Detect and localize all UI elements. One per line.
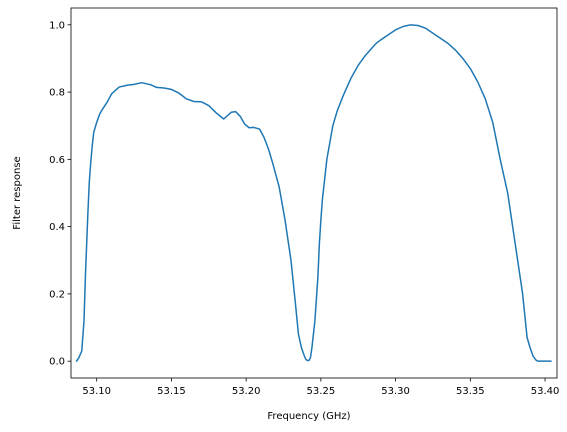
y-tick-label: 0.0: [49, 357, 65, 368]
axes-frame: [70, 7, 558, 379]
y-axis-ticks: 0.0 0.2 0.4 0.6 0.8 1.0: [49, 20, 71, 368]
plot-area: [70, 7, 558, 379]
y-tick-label: 0.2: [49, 289, 65, 300]
x-tick-label: 53.25: [307, 386, 336, 397]
series-line-0: [75, 24, 552, 362]
x-tick-label: 53.20: [232, 386, 261, 397]
x-tick-label: 53.15: [157, 386, 186, 397]
y-tick-label: 0.4: [49, 222, 65, 233]
y-tick-label: 0.8: [49, 88, 65, 99]
x-tick-label: 53.35: [456, 386, 485, 397]
x-tick-label: 53.30: [381, 386, 410, 397]
x-axis-label: Frequency (GHz): [267, 411, 350, 422]
y-tick-label: 0.6: [49, 155, 65, 166]
y-axis-label: Filter response: [12, 156, 23, 229]
x-tick-label: 53.10: [82, 386, 111, 397]
y-tick-label: 1.0: [49, 20, 65, 31]
x-tick-label: 53.40: [531, 386, 560, 397]
x-axis-ticks: 53.10 53.15 53.20 53.25 53.30 53.35 53.40: [82, 378, 559, 397]
